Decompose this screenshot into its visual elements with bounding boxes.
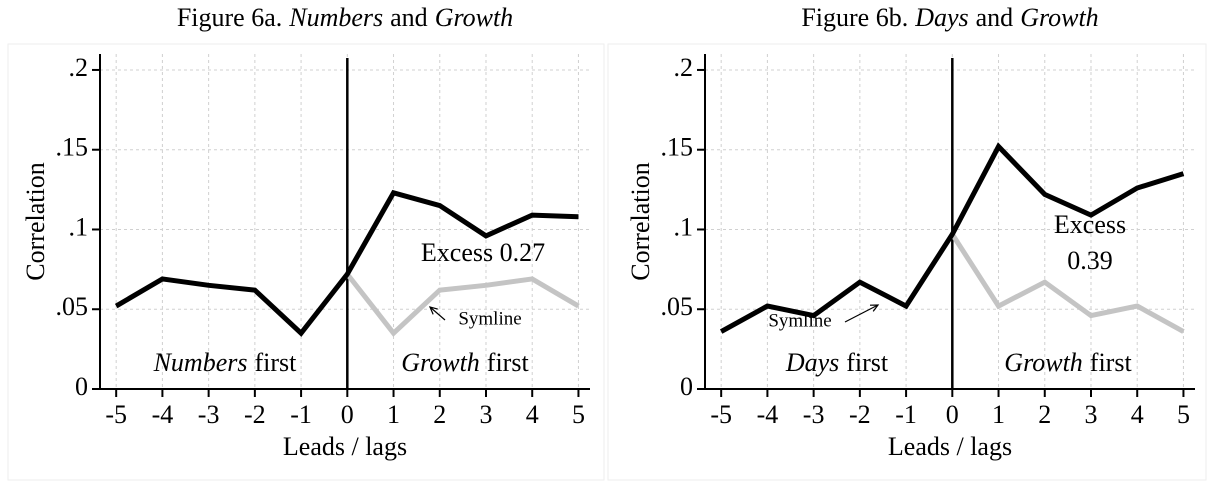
x-tick-label: -1 (290, 400, 312, 429)
x-tick-label: -5 (710, 400, 732, 429)
y-tick-label: .15 (56, 133, 89, 162)
region-label: Days first (785, 348, 889, 377)
region-label: Numbers first (153, 348, 298, 377)
region-label-part: Numbers (153, 348, 248, 377)
region-label-part: Growth (401, 348, 480, 377)
x-tick-label: -3 (198, 400, 220, 429)
y-tick-label: .2 (674, 53, 694, 82)
title-part: Growth (435, 3, 514, 32)
y-tick-label: .1 (674, 212, 694, 241)
symline-annotation: Symline (458, 308, 521, 329)
x-axis-label: Leads / lags (888, 432, 1012, 461)
region-label-part: first (487, 348, 530, 377)
excess-annotation: Excess (1054, 210, 1126, 239)
y-axis-label: Correlation (626, 162, 655, 280)
annotation-arrow (844, 304, 879, 323)
region-label-part: first (1090, 348, 1133, 377)
region-label-part: first (255, 348, 298, 377)
annotation-arrowhead (869, 304, 880, 312)
panel-frame (7, 43, 605, 481)
series-line (719, 142, 1185, 334)
x-tick-label: -2 (244, 400, 266, 429)
region-label-part: Growth (1004, 348, 1083, 377)
title-part: and (976, 3, 1014, 32)
annotation-arrow (429, 306, 446, 321)
region-label: Growth first (1004, 348, 1132, 377)
x-tick-label: 0 (946, 400, 959, 429)
x-tick-label: 2 (1038, 400, 1051, 429)
x-tick-label: -2 (849, 400, 871, 429)
series-line (345, 272, 580, 337)
y-tick-label: .05 (661, 292, 694, 321)
region-label-part: first (846, 348, 889, 377)
x-tick-label: -3 (803, 400, 825, 429)
x-tick-label: 2 (433, 400, 446, 429)
series-line (950, 232, 1185, 334)
x-tick-label: -5 (105, 400, 127, 429)
series-line (114, 189, 579, 337)
chart-title: Figure 6b. Days and Growth (801, 3, 1098, 32)
x-tick-label: 3 (1084, 400, 1097, 429)
excess-annotation: Excess 0.27 (421, 238, 545, 267)
y-tick-label: .2 (69, 53, 89, 82)
y-tick-label: .05 (56, 292, 89, 321)
symline-annotation: Symline (768, 310, 831, 331)
title-part: Growth (1020, 3, 1099, 32)
panel-frame (607, 43, 1207, 481)
region-label: Growth first (401, 348, 529, 377)
x-tick-label: 4 (1131, 400, 1144, 429)
x-axis-label: Leads / lags (283, 432, 407, 461)
x-tick-label: 3 (479, 400, 492, 429)
y-tick-label: 0 (75, 372, 88, 401)
x-tick-label: 5 (1177, 400, 1190, 429)
region-label-part: Days (785, 348, 839, 377)
x-tick-label: 4 (526, 400, 539, 429)
y-tick-label: 0 (680, 372, 693, 401)
y-tick-label: .15 (661, 133, 694, 162)
title-part: Days (914, 3, 968, 32)
x-tick-label: -1 (895, 400, 917, 429)
y-tick-label: .1 (69, 212, 89, 241)
title-part: and (390, 3, 428, 32)
x-tick-label: 5 (572, 400, 585, 429)
y-axis-label: Correlation (21, 162, 50, 280)
x-tick-label: 1 (992, 400, 1005, 429)
x-tick-label: 0 (341, 400, 354, 429)
annotation-arrowhead (428, 306, 438, 315)
x-tick-label: -4 (757, 400, 779, 429)
chart-title: Figure 6a. Numbers and Growth (177, 3, 513, 32)
excess-annotation: 0.39 (1067, 246, 1113, 275)
title-part: Figure 6b. (801, 3, 908, 32)
x-tick-label: -4 (152, 400, 174, 429)
x-tick-label: 1 (387, 400, 400, 429)
title-part: Numbers (288, 3, 383, 32)
title-part: Figure 6a. (177, 3, 282, 32)
